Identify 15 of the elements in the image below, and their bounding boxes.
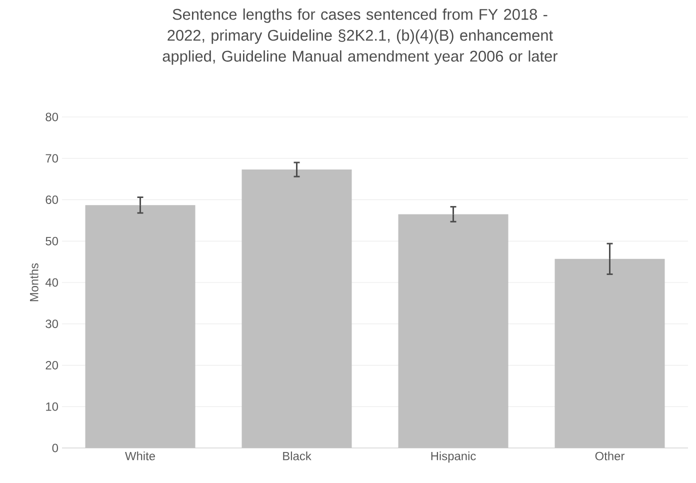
y-tick-label: 20 [46, 361, 58, 370]
x-tick-label: Black [283, 452, 312, 460]
y-tick-label: 60 [46, 196, 58, 204]
y-tick-label: 0 [52, 444, 58, 452]
y-axis-title: Months [30, 263, 38, 302]
y-tick-label: 30 [46, 320, 58, 328]
y-tick-label: 70 [46, 154, 58, 163]
y-tick-label: 50 [46, 236, 58, 246]
chart-title: Sentence lengths for cases sentenced from FY 2018 - 2022, primary Guideline §2K2.1, (b)(4)(B) enhancement applied, Guideline Manual amendment year 2006 or later [162, 8, 558, 65]
x-tick-label: Hispanic [431, 452, 476, 463]
x-tick-label: Other [595, 452, 625, 460]
y-tick-label: 10 [46, 402, 58, 411]
x-tick-label: White [125, 452, 155, 460]
y-tick-label: 80 [46, 112, 58, 122]
y-tick-label: 40 [45, 278, 58, 287]
